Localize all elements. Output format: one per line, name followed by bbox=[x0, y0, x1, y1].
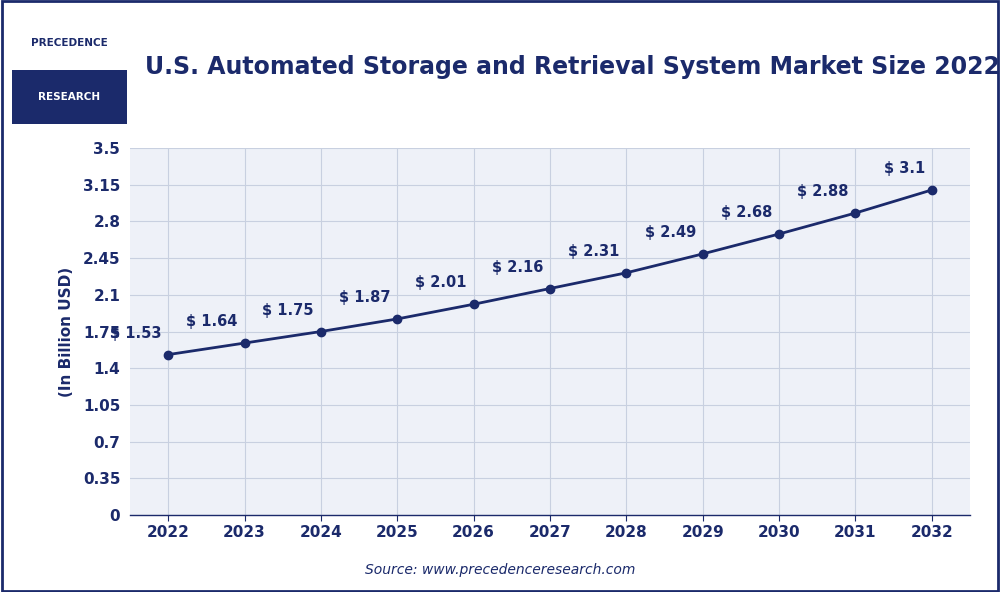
Text: $ 1.64: $ 1.64 bbox=[186, 314, 238, 329]
Text: RESEARCH: RESEARCH bbox=[38, 92, 101, 102]
Text: U.S. Automated Storage and Retrieval System Market Size 2022 to 2032: U.S. Automated Storage and Retrieval Sys… bbox=[145, 55, 1000, 79]
Text: $ 2.31: $ 2.31 bbox=[568, 244, 619, 259]
Text: $ 1.75: $ 1.75 bbox=[262, 303, 314, 318]
FancyBboxPatch shape bbox=[12, 69, 127, 124]
Text: PRECEDENCE: PRECEDENCE bbox=[31, 38, 108, 49]
FancyBboxPatch shape bbox=[12, 15, 127, 69]
Text: $ 3.1: $ 3.1 bbox=[884, 161, 925, 176]
Text: $ 2.01: $ 2.01 bbox=[415, 275, 467, 290]
Text: $ 2.88: $ 2.88 bbox=[797, 184, 849, 199]
Text: $ 2.49: $ 2.49 bbox=[645, 225, 696, 240]
FancyBboxPatch shape bbox=[12, 15, 127, 124]
Text: $ 1.87: $ 1.87 bbox=[339, 290, 390, 305]
Y-axis label: (In Billion USD): (In Billion USD) bbox=[59, 266, 74, 397]
Text: $ 1.53: $ 1.53 bbox=[110, 326, 161, 341]
Text: Source: www.precedenceresearch.com: Source: www.precedenceresearch.com bbox=[365, 563, 635, 577]
Text: $ 2.16: $ 2.16 bbox=[492, 260, 543, 275]
Text: $ 2.68: $ 2.68 bbox=[721, 205, 772, 220]
